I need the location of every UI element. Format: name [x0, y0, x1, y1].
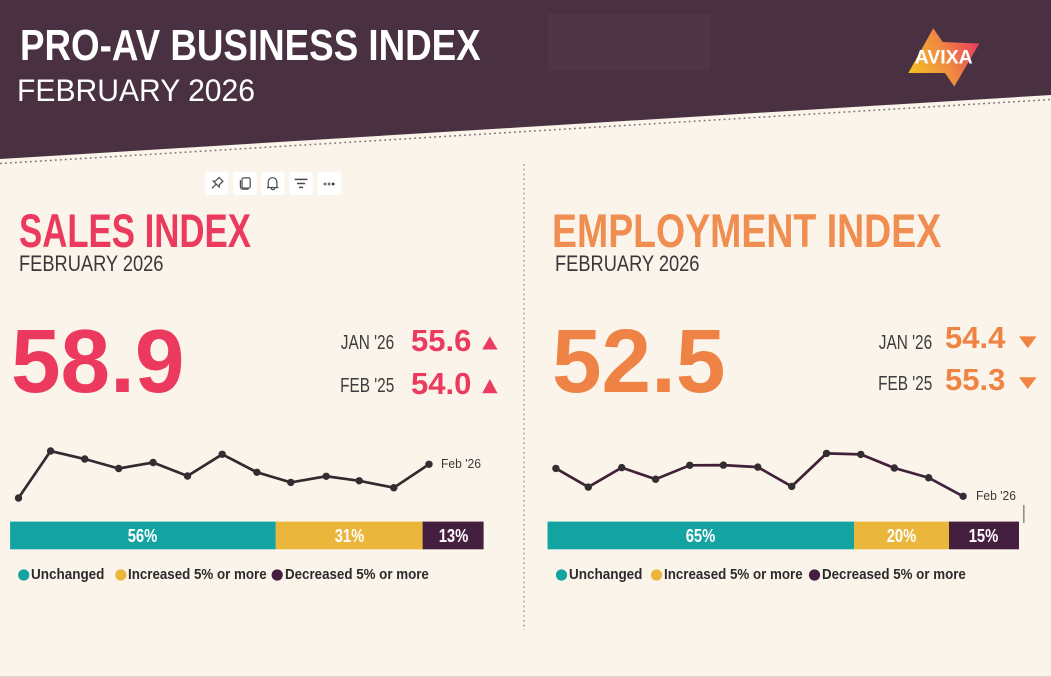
svg-text:AVIXA: AVIXA	[915, 47, 973, 69]
